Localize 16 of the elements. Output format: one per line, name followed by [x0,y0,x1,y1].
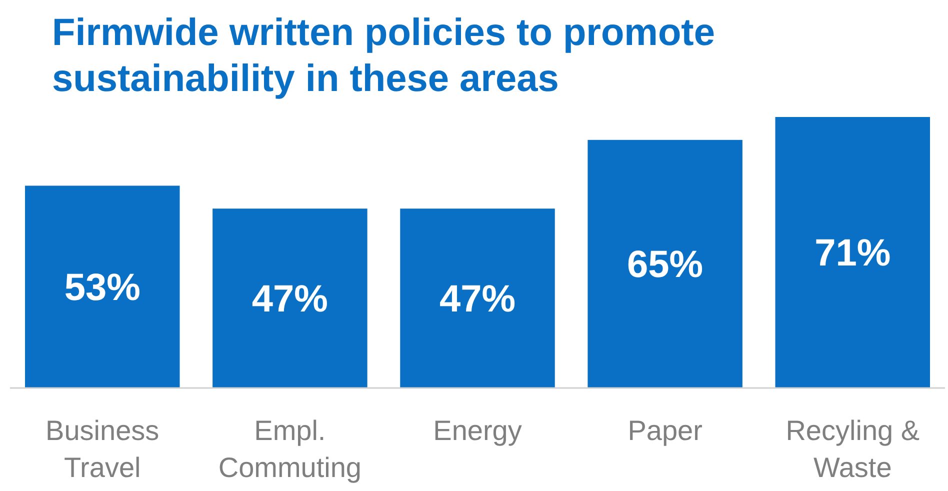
bar [212,208,368,388]
x-tick-label: Recyling & Waste [786,415,920,483]
x-tick-label: Empl. Commuting [218,415,362,483]
data-label: 53% [64,266,140,309]
bar [588,140,742,388]
chart-title: Firmwide written policies to promote sustainability in these areas [52,12,715,100]
data-label: 65% [627,244,704,286]
x-tick-label: Energy [433,415,522,446]
bar [25,186,180,388]
data-label: 47% [252,278,328,320]
x-tick-label: Business Travel [46,415,160,483]
data-label: 47% [439,278,516,320]
x-tick-label: Paper [628,415,702,446]
bar [400,208,555,388]
bar [775,117,930,388]
data-label: 71% [814,232,891,274]
